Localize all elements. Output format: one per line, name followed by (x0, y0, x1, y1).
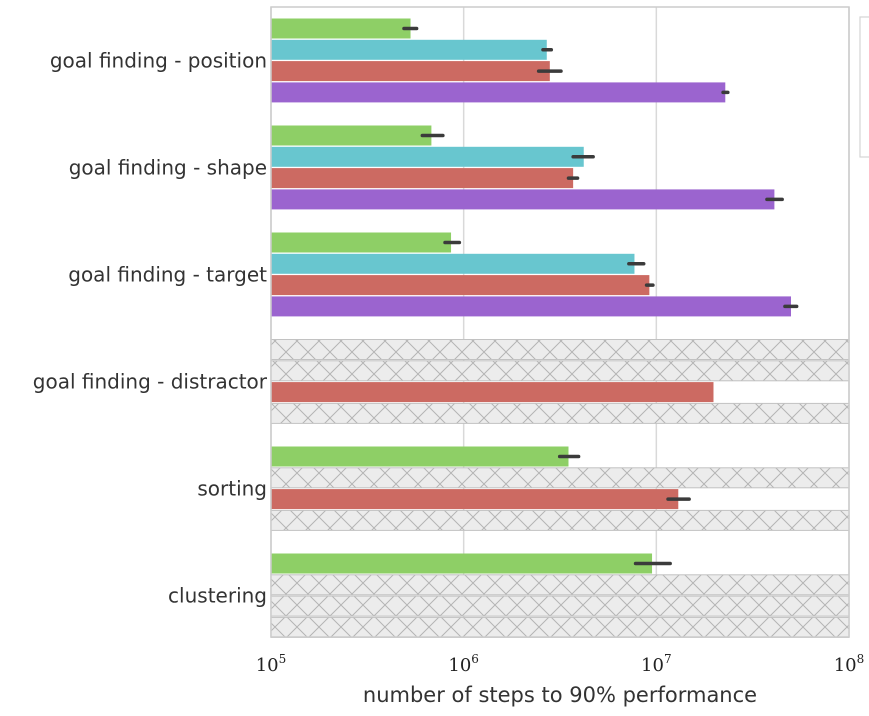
bar (271, 61, 550, 82)
x-tick-label: 106 (448, 652, 479, 676)
missing-value-hatch (270, 595, 850, 617)
x-tick-label: 107 (641, 652, 672, 676)
error-bars (402, 26, 799, 566)
bar (271, 39, 547, 60)
bar (271, 382, 714, 403)
bar (271, 146, 584, 167)
bar (271, 446, 569, 467)
x-tick-label: 105 (256, 652, 287, 676)
missing-value-hatch (270, 402, 850, 424)
bar (271, 253, 635, 274)
bar (271, 189, 775, 210)
x-tick-label: 108 (834, 652, 865, 676)
category-label: goal finding - position (50, 49, 267, 73)
missing-value-hatch (270, 339, 850, 360)
bars (271, 18, 792, 574)
bar (271, 82, 726, 103)
missing-value-hatch (270, 467, 850, 489)
bar (271, 553, 653, 574)
category-label: goal finding - target (68, 263, 267, 287)
x-tick-labels: 105 106 107 108 (256, 652, 865, 676)
missing-value-hatch (270, 616, 850, 638)
bar (271, 18, 411, 39)
missing-value-hatch (270, 509, 850, 531)
legend-box (859, 16, 869, 158)
bar (271, 489, 679, 510)
missing-value-hatch (270, 574, 850, 596)
bar (271, 168, 574, 189)
category-label: sorting (197, 477, 267, 501)
category-label: goal finding - distractor (33, 370, 268, 394)
bar (271, 232, 452, 253)
x-axis-label: number of steps to 90% performance (363, 683, 757, 707)
plot-frame (270, 6, 850, 638)
category-labels: goal finding - position goal finding - sh… (33, 49, 268, 608)
bar (271, 296, 792, 317)
missing-value-cells (270, 339, 850, 638)
bar (271, 125, 432, 146)
category-label: goal finding - shape (69, 156, 267, 180)
category-label: clustering (168, 584, 267, 608)
missing-value-hatch (270, 360, 850, 382)
bar (271, 275, 650, 296)
